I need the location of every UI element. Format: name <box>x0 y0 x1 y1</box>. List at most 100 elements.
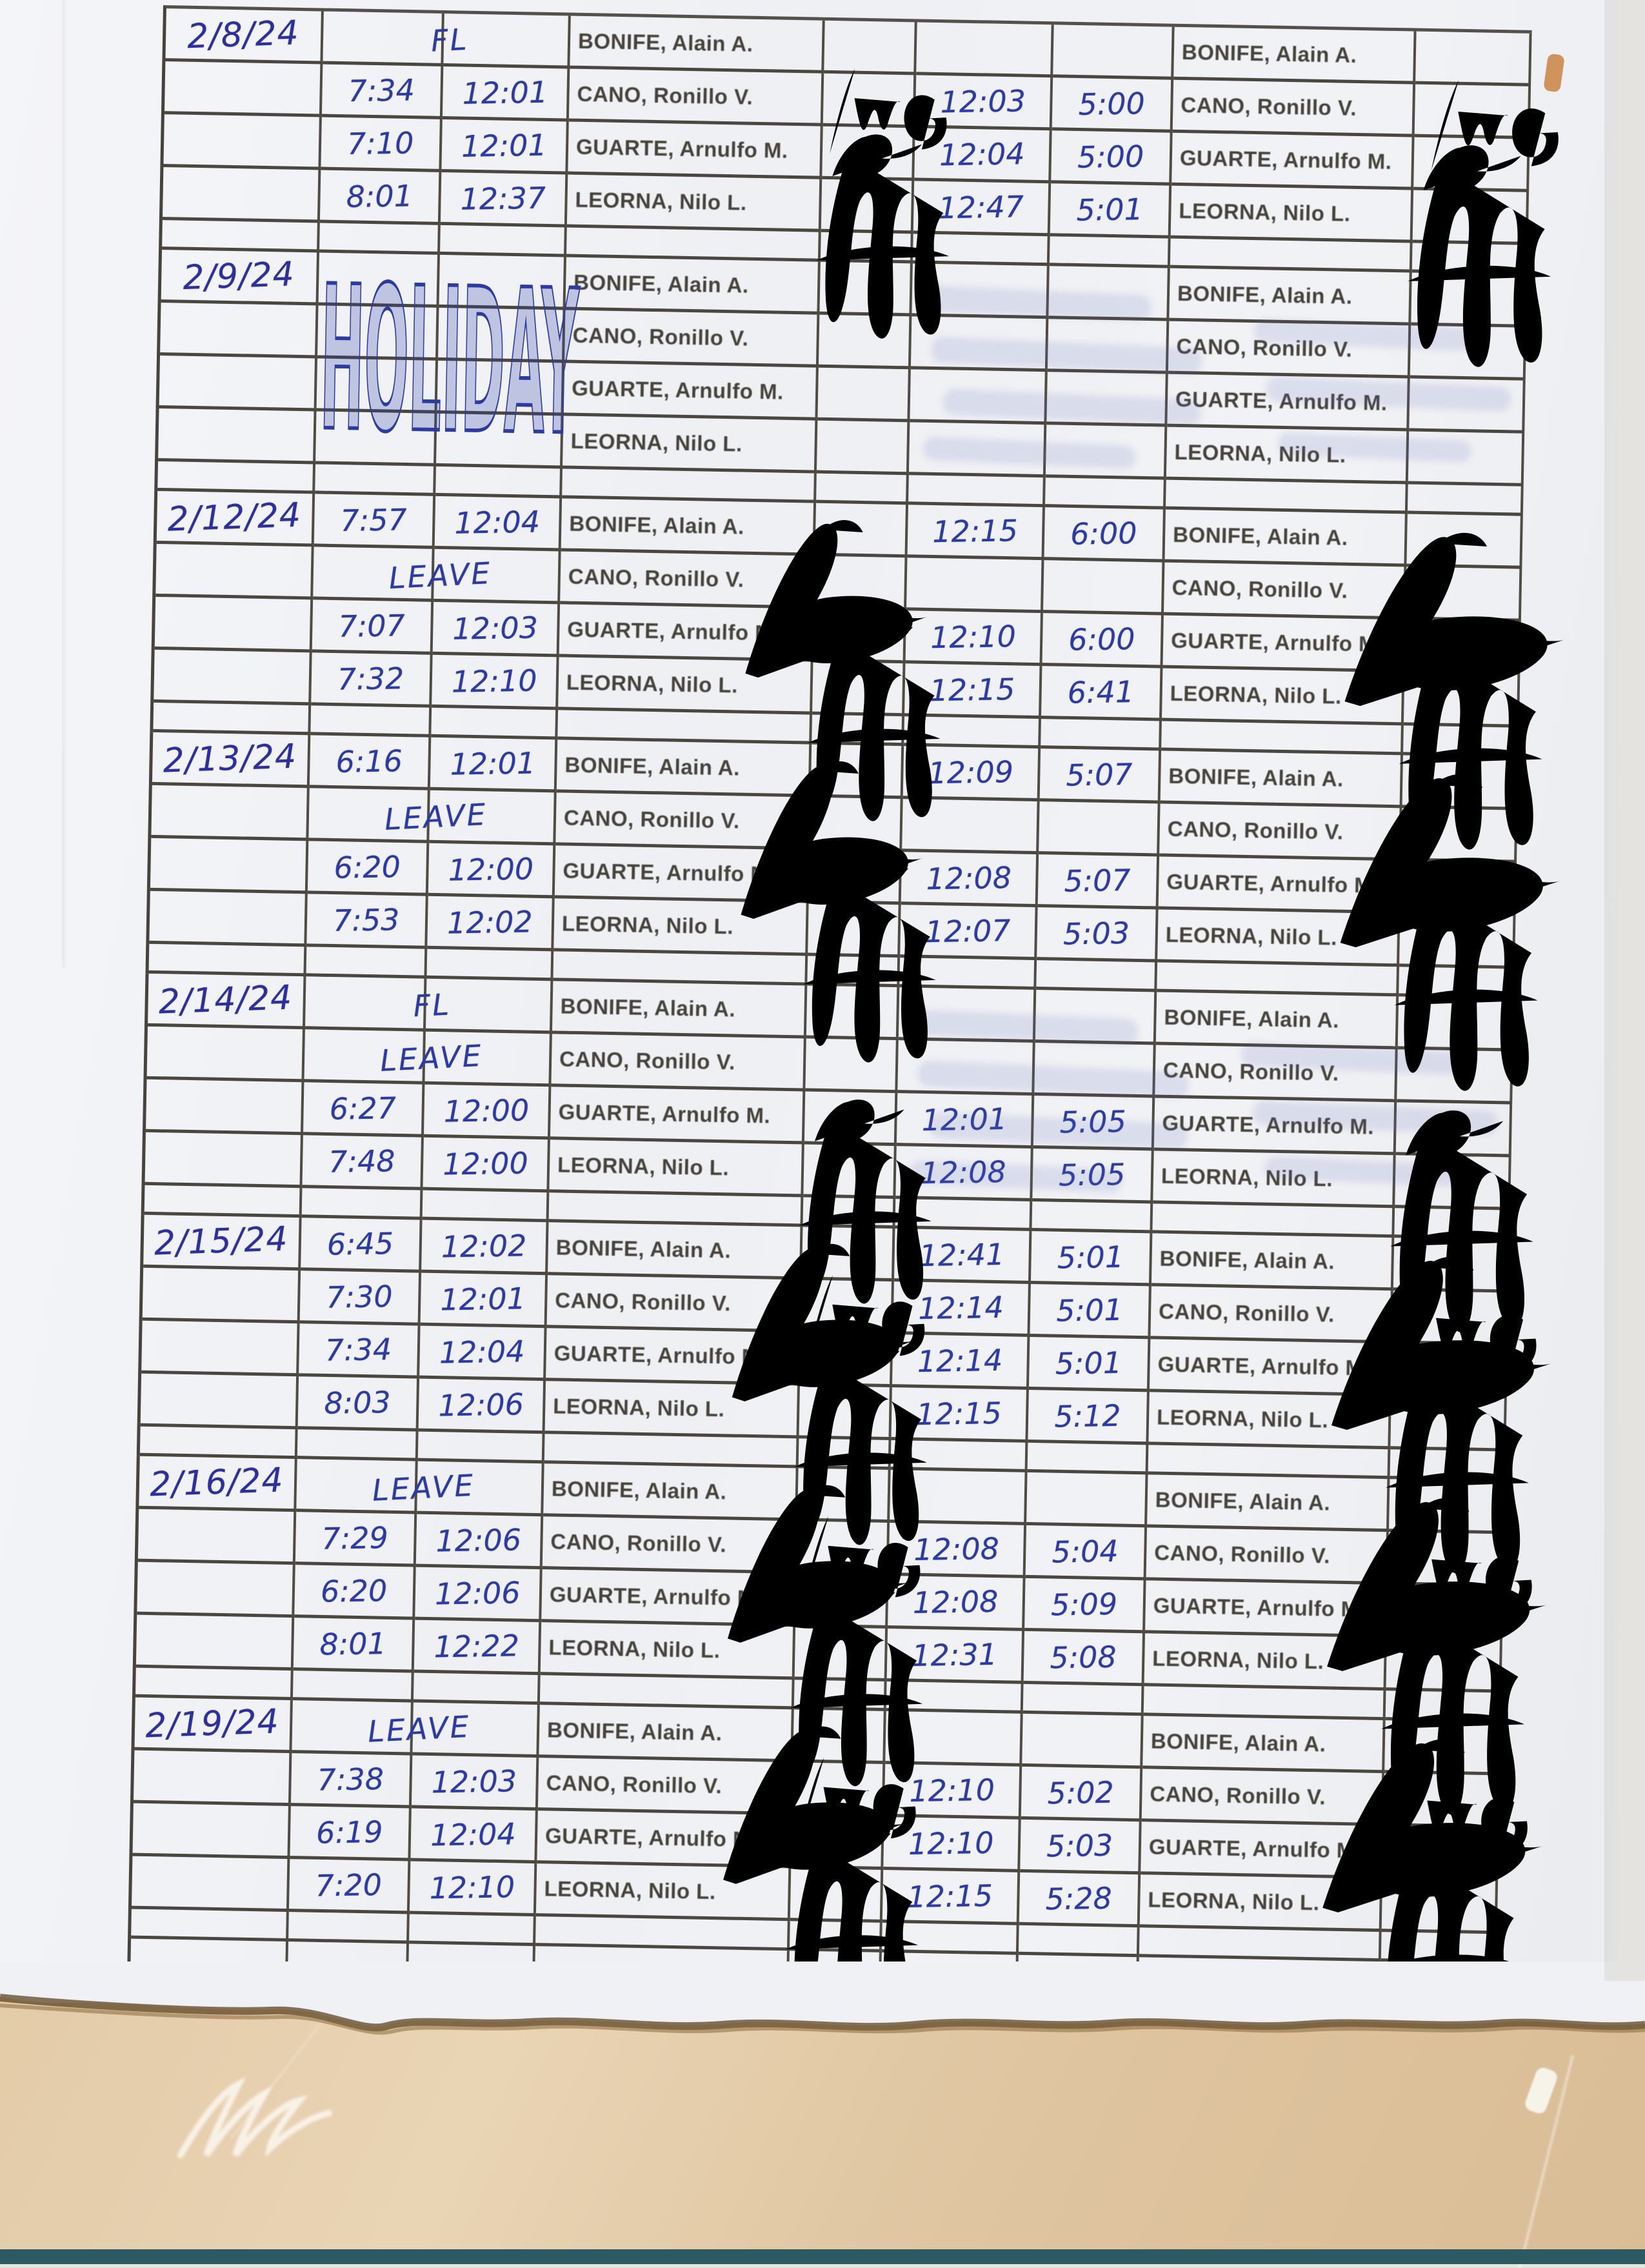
am-in-cell: 7:32 <box>311 652 433 708</box>
am-signature-cell <box>793 1709 886 1764</box>
pm-in-cell: 12:14 <box>893 1281 1031 1337</box>
am-signature-cell <box>816 420 910 476</box>
pm-out-value: 5:09 <box>1050 1586 1118 1622</box>
employee-name: CANO, Ronillo V. <box>550 1529 727 1556</box>
am-in-value: 7:53 <box>332 901 400 938</box>
pm-signature-cell <box>1412 190 1530 245</box>
pm-in-cell: 12:41 <box>893 1229 1032 1284</box>
pm-out-value: 5:04 <box>1051 1533 1119 1569</box>
cardboard-scribble <box>177 2076 332 2158</box>
employee-name: BONIFE, Alain A. <box>577 28 753 56</box>
pm-in-value: 12:14 <box>917 1289 1004 1326</box>
employee-name-cell: LEORNA, Nilo L. <box>562 416 818 474</box>
pm-in-cell: 12:15 <box>907 505 1045 561</box>
employee-name-cell: LEORNA, Nilo L. <box>549 1139 804 1198</box>
date-value: 2/16/24 <box>149 1460 284 1504</box>
separator-cell <box>886 1681 1024 1714</box>
date-cell <box>163 114 322 170</box>
pm-in-cell <box>906 557 1044 614</box>
pm-in-value: 12:10 <box>908 1772 995 1809</box>
date-cell <box>137 1509 297 1565</box>
employee-name-cell: GUARTE, Arnulfo M. <box>559 604 815 662</box>
pm-out-cell: 5:12 <box>1028 1389 1150 1445</box>
pm-signature-cell <box>1388 1532 1504 1587</box>
separator-cell <box>162 220 320 253</box>
day-block-2-15-24: 2/15/24 6:45 12:02 BONIFE, Alain A. 12:41 5:0… <box>136 1214 1554 1575</box>
am-out-cell: 12:00 <box>423 1137 550 1193</box>
employee-name: LEORNA, Nilo L. <box>544 1876 716 1903</box>
am-in-cell: 7:10 <box>321 117 443 172</box>
pm-in-value: 12:09 <box>927 754 1014 790</box>
pm-in-cell: 12:08 <box>888 1576 1026 1631</box>
am-out-cell: 12:10 <box>409 1861 537 1917</box>
paper-right-edge <box>1604 0 1645 1981</box>
pm-out-cell: 5:00 <box>1051 130 1173 186</box>
pm-out-value: 5:03 <box>1046 1827 1113 1863</box>
pm-out-value: 5:05 <box>1059 1103 1127 1140</box>
separator-cell <box>895 1199 1033 1231</box>
am-in-value: 8:03 <box>323 1384 391 1421</box>
am-out-cell <box>434 548 561 605</box>
separator-cell <box>1157 962 1400 997</box>
pm-in-cell <box>902 799 1040 855</box>
employee-name-cell: LEORNA, Nilo L. <box>544 1381 800 1439</box>
employee-name: GUARTE, Arnulfo M. <box>1148 1834 1361 1862</box>
am-signature-cell <box>803 1144 897 1199</box>
pm-out-cell: 5:01 <box>1028 1336 1151 1392</box>
pm-in-cell <box>898 987 1037 1043</box>
am-out-cell: 12:03 <box>411 1755 539 1811</box>
employee-name: GUARTE, Arnulfo M. <box>1153 1593 1366 1621</box>
separator-cell <box>1403 725 1519 758</box>
pm-in-value: 12:10 <box>908 1825 994 1862</box>
employee-name-cell: CANO, Ronillo V. <box>564 310 820 368</box>
pm-in-value: 12:15 <box>906 1878 993 1914</box>
am-in-cell <box>316 358 438 414</box>
am-in-cell <box>317 305 439 361</box>
am-in-cell: 7:07 <box>312 599 434 655</box>
employee-name: BONIFE, Alain A. <box>1168 763 1344 791</box>
separator-cell <box>306 947 428 979</box>
employee-name-cell: LEORNA, Nilo L. <box>566 174 822 232</box>
am-in-cell <box>323 11 444 66</box>
pm-out-cell <box>1047 319 1170 374</box>
am-signature-cell <box>810 744 904 799</box>
am-out-value: 12:10 <box>451 662 537 699</box>
pm-signature-cell <box>1386 1585 1504 1640</box>
am-in-cell: 7:48 <box>302 1135 424 1190</box>
employee-name-cell-right: LEORNA, Nilo L. <box>1144 1633 1387 1691</box>
employee-name: CANO, Ronillo V. <box>563 805 740 833</box>
date-cell <box>151 785 310 841</box>
day-block-2-9-24: 2/9/24 BONIFE, Alain A. BONIFE, Alain A. CA… <box>154 242 1528 516</box>
am-signature-cell <box>824 20 917 75</box>
employee-name: LEORNA, Nilo L. <box>1156 1405 1329 1432</box>
am-out-cell: 12:37 <box>440 172 568 228</box>
employee-name: LEORNA, Nilo L. <box>557 1152 730 1179</box>
employee-name-cell-right: CANO, Ronillo V. <box>1146 1527 1389 1585</box>
separator-cell <box>1049 236 1171 268</box>
separator-cell <box>422 1190 550 1223</box>
date-cell <box>150 838 309 894</box>
employee-name: CANO, Ronillo V. <box>577 81 753 109</box>
employee-name: CANO, Ronillo V. <box>1181 92 1357 120</box>
am-out-value: 12:03 <box>452 609 539 647</box>
date-cell <box>149 890 308 947</box>
am-signature-cell <box>810 797 903 852</box>
separator-cell <box>1161 721 1404 756</box>
day-block-2-13-24: 2/13/24 6:16 12:01 BONIFE, Alain A. 12:09 5:0… <box>145 732 1563 1092</box>
pm-out-cell: 5:04 <box>1025 1525 1148 1581</box>
employee-name-cell-right: LEORNA, Nilo L. <box>1148 1392 1391 1450</box>
pm-in-cell: 12:08 <box>901 852 1039 908</box>
employee-name: GUARTE, Arnulfo M. <box>553 1340 766 1369</box>
separator-cell <box>793 1680 887 1711</box>
pm-signature-cell <box>1415 31 1532 86</box>
pm-out-value: 6:41 <box>1067 674 1135 710</box>
pm-in-cell: 12:15 <box>904 663 1042 719</box>
separator-cell <box>148 943 307 977</box>
date-cell <box>155 543 314 600</box>
am-in-cell: 7:29 <box>295 1512 417 1567</box>
employee-name-cell: BONIFE, Alain A. <box>570 15 825 74</box>
pm-signature-cell <box>1408 431 1525 487</box>
am-in-cell: 6:19 <box>290 1806 412 1862</box>
employee-name-cell-right: BONIFE, Alain A. <box>1160 750 1404 808</box>
